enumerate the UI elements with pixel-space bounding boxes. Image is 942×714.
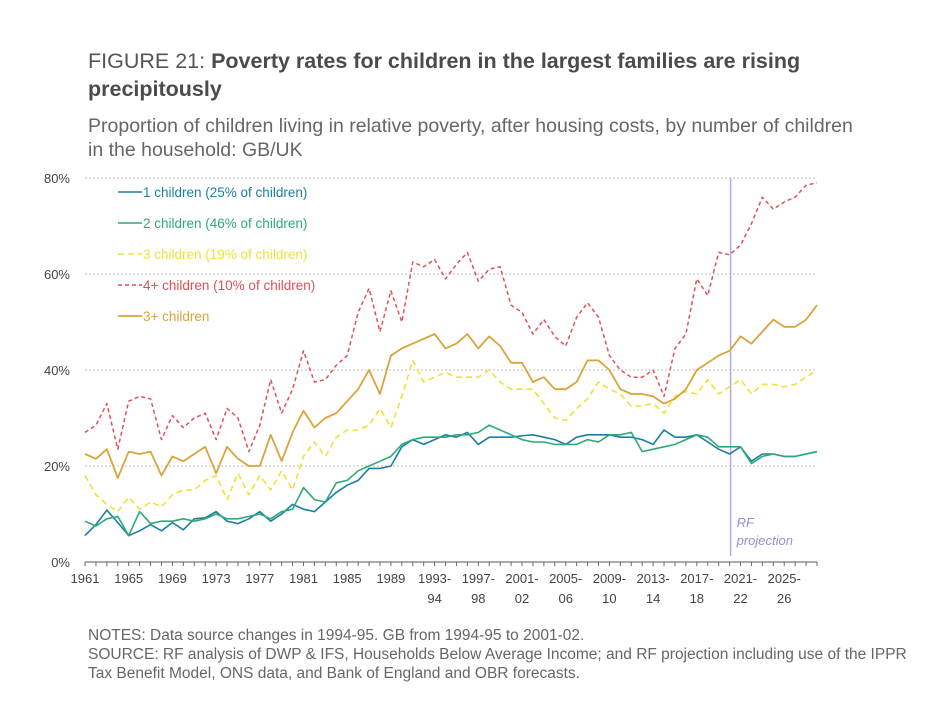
legend: 1 children (25% of children) 2 children (… [118,185,315,324]
x-tick-label: 2021- [724,571,757,586]
poverty-line-chart: 0% 20% 40% 60% 80% 1961 1965 1969 1973 1977 1981 19… [44,171,818,606]
series-line-1 [84,424,818,537]
x-tick-label-line2: 98 [471,591,485,606]
grid [85,177,817,467]
series-line-4 [84,304,818,479]
notes-text: NOTES: Data source changes in 1994-95. G… [88,627,585,644]
projection-label: projection [736,533,793,548]
x-tick-label: 1985 [333,571,362,586]
x-tick-label: 1977 [245,571,274,586]
x-tick-label-line2: 06 [558,591,572,606]
x-tick-label: 1981 [289,571,318,586]
x-tick-label: 2001- [505,571,538,586]
legend-label-0: 1 children (25% of children) [143,185,307,200]
x-tick-label: 1989 [376,571,405,586]
axes: 0% 20% 40% 60% 80% 1961 1965 1969 1973 1977 1981 19… [44,171,818,606]
legend-label-3: 4+ children (10% of children) [143,278,315,293]
figure-subtitle: Proportion of children living in relativ… [88,115,853,161]
x-tick-label: 1993- [418,571,451,586]
x-tick-label-line2: 18 [690,591,704,606]
x-tick-label: 2013- [636,571,669,586]
series-line-3 [84,182,818,453]
figure-headline: Poverty rates for children in the larges… [88,49,801,101]
x-tick-label-line2: 26 [777,591,791,606]
x-tick-label: 2005- [549,571,582,586]
y-tick-label: 80% [44,171,70,186]
series-line-2 [84,359,818,513]
x-tick-label-line2: 14 [646,591,660,606]
x-tick-label-line2: 94 [427,591,441,606]
x-tick-label: 1961 [71,571,100,586]
y-tick-label: 40% [44,363,70,378]
x-tick-label: 2009- [593,571,626,586]
figure-label: FIGURE 21: [88,49,212,73]
figure-notes: NOTES: Data source changes in 1994-95. G… [88,626,908,683]
x-tick-label: 2025- [768,571,801,586]
legend-label-4: 3+ children [143,309,209,324]
x-tick-label: 1997- [462,571,495,586]
projection-label: RF [737,515,755,530]
legend-label-1: 2 children (46% of children) [143,216,307,231]
legend-label-2: 3 children (19% of children) [143,247,307,262]
x-tick-label: 1969 [158,571,187,586]
x-tick-label: 1973 [202,571,231,586]
y-tick-label: 60% [44,267,70,282]
x-tick-label-line2: 22 [733,591,747,606]
figure-title: FIGURE 21: Poverty rates for children in… [88,47,908,103]
series-lines [84,182,818,537]
x-tick-label: 2017- [680,571,713,586]
y-tick-label: 0% [51,555,70,570]
series-line-0 [84,429,818,537]
x-tick-label: 1965 [114,571,143,586]
x-tick-label-line2: 10 [602,591,616,606]
source-text: SOURCE: RF analysis of DWP & IFS, Househ… [88,646,907,682]
x-tick-label-line2: 02 [515,591,529,606]
y-tick-label: 20% [44,459,70,474]
